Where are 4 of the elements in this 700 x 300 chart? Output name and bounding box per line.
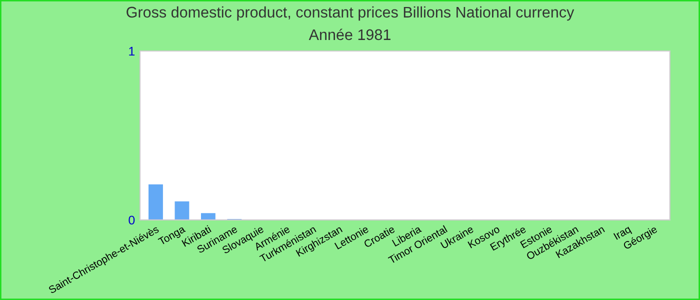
- chart-title: Gross domestic product, constant prices Billions National currency: [126, 6, 574, 21]
- y-tick-label: 1: [129, 46, 135, 56]
- chart-subtitle: Année 1981: [308, 28, 390, 40]
- y-tick-label: 0: [128, 216, 135, 225]
